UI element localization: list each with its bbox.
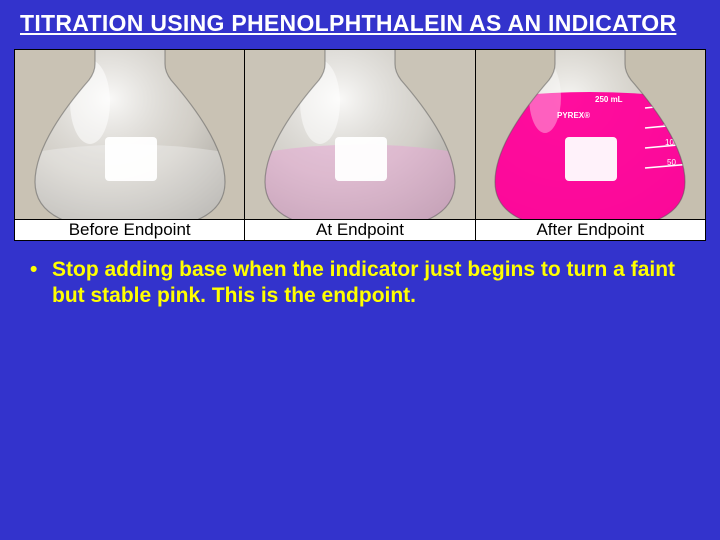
- bullet-block: Stop adding base when the indicator just…: [0, 241, 720, 310]
- flask-after-image: 250 mL PYREX® 200 150 100 50: [476, 50, 705, 219]
- flask-cell-after: 250 mL PYREX® 200 150 100 50: [475, 50, 705, 220]
- figure-table: 250 mL PYREX® 200 150 100 50: [14, 49, 706, 241]
- bullet-item: Stop adding base when the indicator just…: [30, 257, 690, 310]
- flask-at-image: [245, 50, 474, 219]
- svg-text:200: 200: [661, 98, 675, 107]
- slide-title: TITRATION USING PHENOLPHTHALEIN AS AN IN…: [0, 0, 720, 37]
- flask-after-svg: 250 mL PYREX® 200 150 100 50: [485, 50, 695, 220]
- flask-before-svg: [25, 50, 235, 220]
- svg-text:50: 50: [667, 158, 676, 167]
- svg-text:100: 100: [665, 138, 679, 147]
- flask-at-svg: [255, 50, 465, 220]
- flask-before-image: [15, 50, 244, 219]
- caption-before: Before Endpoint: [15, 220, 245, 241]
- flask-cell-before: [15, 50, 245, 220]
- flask-cell-at: [245, 50, 475, 220]
- caption-row: Before Endpoint At Endpoint After Endpoi…: [15, 220, 706, 241]
- caption-after: After Endpoint: [475, 220, 705, 241]
- volume-label: 250 mL: [595, 95, 623, 104]
- brand-label: PYREX®: [557, 111, 590, 120]
- caption-at: At Endpoint: [245, 220, 475, 241]
- slide: TITRATION USING PHENOLPHTHALEIN AS AN IN…: [0, 0, 720, 540]
- image-row: 250 mL PYREX® 200 150 100 50: [15, 50, 706, 220]
